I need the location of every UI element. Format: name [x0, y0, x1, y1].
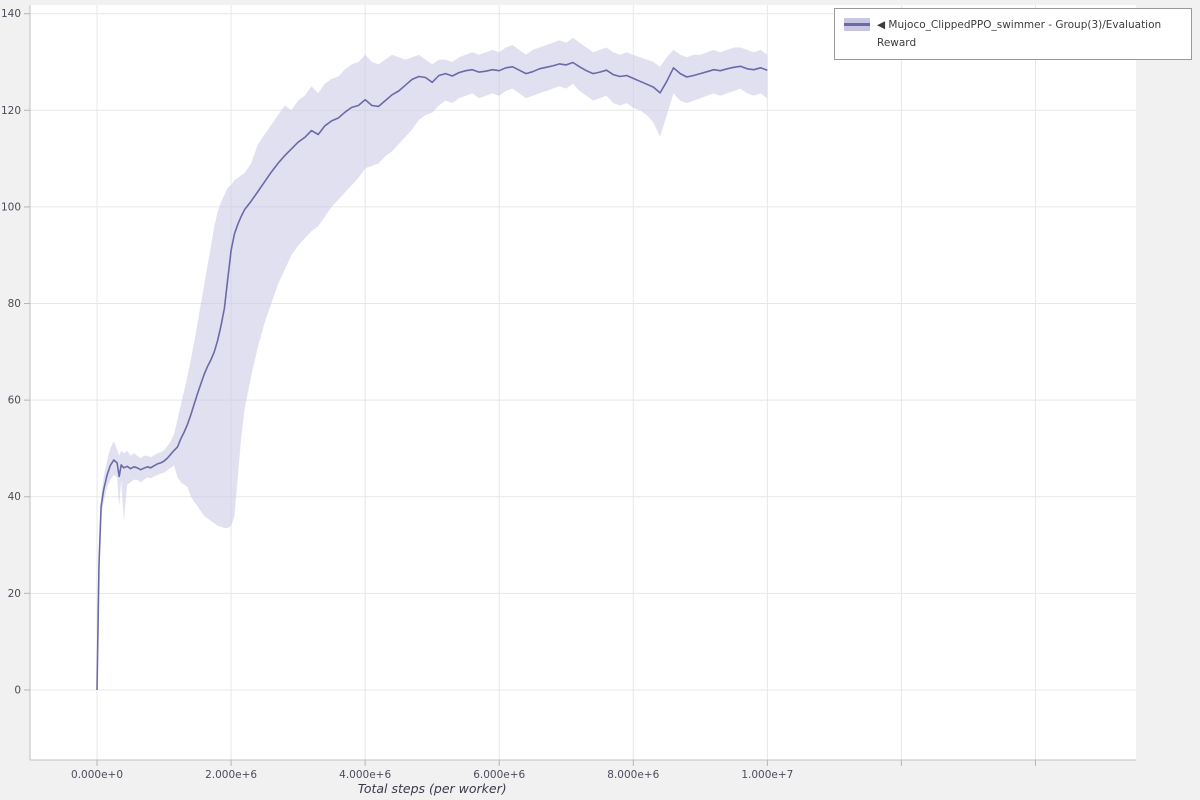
legend-label[interactable]: ◀ Mujoco_ClippedPPO_swimmer - Group(3)/E…	[877, 16, 1182, 52]
legend-collapse-icon[interactable]: ◀	[877, 19, 886, 31]
x-tick-label: 6.000e+6	[473, 769, 525, 781]
x-tick-label: 2.000e+6	[205, 769, 257, 781]
y-tick-label: 0	[14, 684, 21, 696]
reward-mean-line	[96, 61, 768, 691]
x-axis-ticks: 0.000e+0 2.000e+6 4.000e+6 6.000e+6 8.000e+6…	[71, 760, 1036, 781]
y-tick-label: 100	[1, 201, 21, 213]
y-tick-label: 60	[8, 395, 21, 407]
axes	[29, 5, 1136, 761]
legend-swatch-line	[844, 23, 870, 26]
x-tick-label: 0.000e+0	[71, 769, 123, 781]
y-axis-ticks: 0 20 40 60 80 100 120 140	[1, 8, 30, 696]
x-tick-label: 4.000e+6	[339, 769, 391, 781]
y-tick-label: 40	[8, 491, 21, 503]
y-tick-label: 120	[1, 105, 21, 117]
x-tick-label: 1.000e+7	[741, 769, 793, 781]
confidence-band	[97, 37, 768, 691]
legend[interactable]: ◀ Mujoco_ClippedPPO_swimmer - Group(3)/E…	[834, 8, 1192, 60]
legend-series-name: Mujoco_ClippedPPO_swimmer - Group(3)/Eva…	[877, 19, 1162, 49]
y-tick-label: 140	[1, 8, 21, 20]
x-axis-title: Total steps (per worker)	[358, 781, 507, 796]
y-tick-label: 20	[8, 588, 21, 600]
y-tick-label: 80	[8, 298, 21, 310]
x-tick-label: 8.000e+6	[607, 769, 659, 781]
legend-swatch-band	[844, 18, 870, 31]
